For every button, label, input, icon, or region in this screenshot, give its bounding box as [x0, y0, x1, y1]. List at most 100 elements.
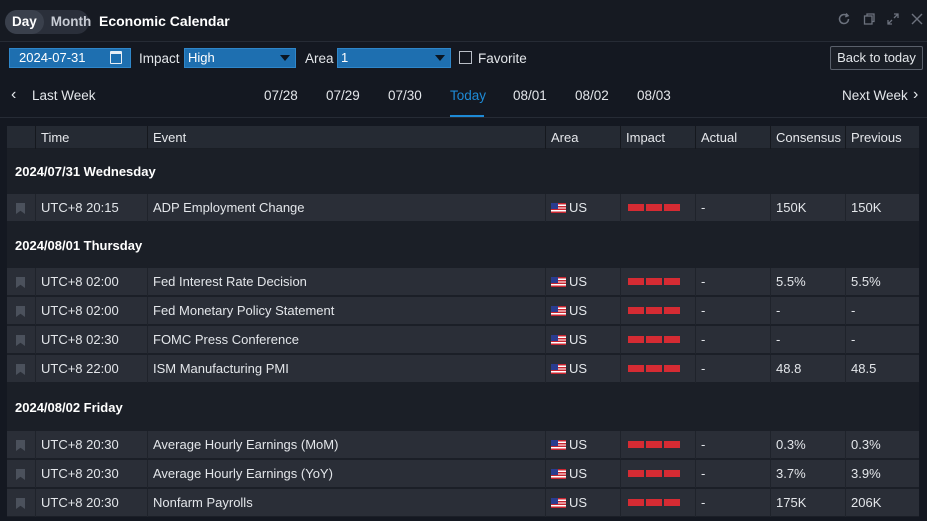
table-header: Time Event Area Impact Actual Consensus … [7, 126, 919, 149]
day-tab[interactable]: 07/28 [264, 88, 298, 103]
area-select[interactable]: 1 [337, 48, 451, 68]
day-tab[interactable]: 08/02 [575, 88, 609, 103]
table-row[interactable]: UTC+8 02:00 Fed Monetary Policy Statement… [7, 297, 919, 325]
close-icon[interactable] [908, 12, 926, 30]
dropdown-arrow-icon [280, 55, 290, 61]
time-cell: UTC+8 02:30 [35, 326, 147, 354]
area-code: US [569, 274, 588, 289]
table-row[interactable]: UTC+8 20:30 Average Hourly Earnings (YoY)… [7, 460, 919, 488]
area-code: US [569, 332, 588, 347]
impact-cell [620, 268, 695, 296]
day-tab[interactable]: 07/30 [388, 88, 422, 103]
consensus-cell: - [770, 297, 845, 325]
impact-bars [628, 470, 680, 477]
bookmark-icon[interactable] [16, 364, 25, 375]
header-consensus: Consensus [770, 126, 845, 149]
impact-bar [664, 336, 680, 343]
impact-bar [646, 441, 662, 448]
impact-bar [628, 499, 644, 506]
bookmark-icon[interactable] [16, 335, 25, 346]
consensus-cell: 175K [770, 489, 845, 517]
impact-bar [628, 441, 644, 448]
bookmark-icon[interactable] [16, 440, 25, 451]
table-row[interactable]: UTC+8 02:00 Fed Interest Rate Decision US -… [7, 268, 919, 296]
bookmark-icon[interactable] [16, 498, 25, 509]
header-time: Time [35, 126, 147, 149]
impact-bar [664, 307, 680, 314]
table-row[interactable]: UTC+8 22:00 ISM Manufacturing PMI US -48.8 4… [7, 355, 919, 383]
area-code: US [569, 437, 588, 452]
day-toggle-button[interactable]: Day [5, 10, 44, 34]
impact-bar [646, 307, 662, 314]
favorite-checkbox[interactable] [459, 51, 472, 64]
event-cell: FOMC Press Conference [147, 326, 545, 354]
bookmark-icon[interactable] [16, 277, 25, 288]
area-select-value: 1 [341, 50, 349, 65]
event-cell: Average Hourly Earnings (YoY) [147, 460, 545, 488]
day-tab[interactable]: 08/03 [637, 88, 671, 103]
impact-bars [628, 307, 680, 314]
maximize-icon[interactable] [884, 12, 902, 30]
consensus-cell: 48.8 [770, 355, 845, 383]
date-picker-input[interactable]: 2024-07-31 [9, 48, 131, 68]
next-week-link[interactable]: Next Week [842, 88, 908, 103]
previous-cell: - [845, 297, 919, 325]
chevron-left-icon[interactable]: ‹ [11, 86, 17, 103]
area-code: US [569, 495, 588, 510]
impact-select-value: High [188, 50, 215, 65]
us-flag-icon [551, 497, 566, 508]
impact-bar [664, 441, 680, 448]
area-code: US [569, 466, 588, 481]
last-week-link[interactable]: Last Week [32, 88, 96, 103]
day-tab[interactable]: 08/01 [513, 88, 547, 103]
date-value: 2024-07-31 [19, 50, 86, 65]
day-tab[interactable]: 07/29 [326, 88, 360, 103]
filter-bar: 2024-07-31 Impact High Area 1 Favorite B… [0, 42, 927, 74]
us-flag-icon [551, 439, 566, 450]
month-toggle-button[interactable]: Month [50, 14, 92, 29]
impact-bar [664, 365, 680, 372]
restore-icon[interactable] [860, 12, 878, 30]
us-flag-icon [551, 363, 566, 374]
date-group-header: 2024/08/02 Friday [7, 384, 919, 431]
area-cell: US [545, 431, 620, 459]
us-flag-icon [551, 202, 566, 213]
header-event: Event [147, 126, 545, 149]
actual-cell: - [695, 326, 770, 354]
impact-bars [628, 499, 680, 506]
back-to-today-button[interactable]: Back to today [830, 46, 923, 70]
impact-bar [646, 365, 662, 372]
area-cell: US [545, 268, 620, 296]
bookmark-icon[interactable] [16, 203, 25, 214]
impact-select[interactable]: High [184, 48, 296, 68]
actual-cell: - [695, 355, 770, 383]
bookmark-icon[interactable] [16, 306, 25, 317]
day-tab-today[interactable]: Today [450, 88, 487, 103]
area-code: US [569, 361, 588, 376]
time-cell: UTC+8 22:00 [35, 355, 147, 383]
table-row[interactable]: UTC+8 20:15 ADP Employment Change US -150K 1… [7, 194, 919, 222]
refresh-icon[interactable] [835, 12, 853, 30]
area-cell: US [545, 297, 620, 325]
table-row[interactable]: UTC+8 20:30 Average Hourly Earnings (MoM)… [7, 431, 919, 459]
impact-bar [646, 336, 662, 343]
previous-cell: 206K [845, 489, 919, 517]
area-cell: US [545, 326, 620, 354]
area-code: US [569, 303, 588, 318]
event-cell: Fed Interest Rate Decision [147, 268, 545, 296]
calendar-icon[interactable] [110, 51, 122, 64]
bookmark-icon[interactable] [16, 469, 25, 480]
chevron-right-icon[interactable]: › [913, 86, 919, 103]
previous-cell: 150K [845, 194, 919, 222]
actual-cell: - [695, 460, 770, 488]
table-row[interactable]: UTC+8 20:30 Nonfarm Payrolls US -175K 206K [7, 489, 919, 517]
events-table: Time Event Area Impact Actual Consensus … [7, 126, 919, 517]
impact-bar [646, 499, 662, 506]
window-title: Economic Calendar [99, 13, 230, 29]
impact-bars [628, 441, 680, 448]
table-row[interactable]: UTC+8 02:30 FOMC Press Conference US - - - [7, 326, 919, 354]
impact-bars [628, 365, 680, 372]
previous-cell: 0.3% [845, 431, 919, 459]
impact-bar [628, 307, 644, 314]
actual-cell: - [695, 431, 770, 459]
